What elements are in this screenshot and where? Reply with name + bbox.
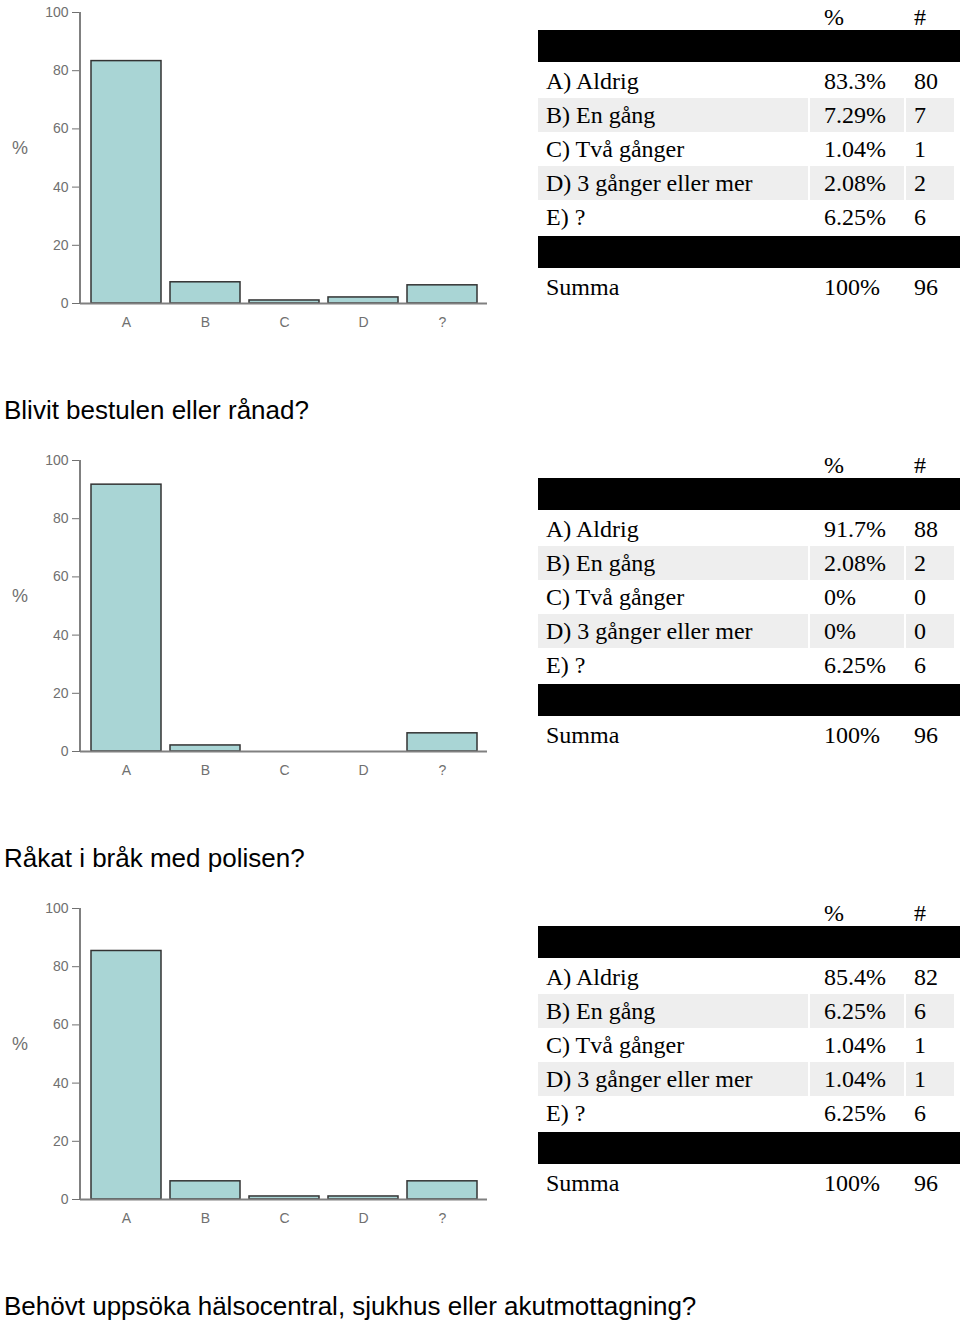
svg-text:20: 20 xyxy=(53,1133,69,1149)
html-text:6.25%: 6.25% xyxy=(824,652,886,678)
html-text:A) Aldrig: A) Aldrig xyxy=(546,516,639,542)
svg-text:A: A xyxy=(122,314,132,330)
html-text:C) Två gånger: C) Två gånger xyxy=(546,1032,685,1058)
svg-text:C: C xyxy=(279,1210,289,1226)
html-text:2: 2 xyxy=(914,170,926,196)
html-text:1: 1 xyxy=(914,1066,926,1092)
html-text:0: 0 xyxy=(914,618,926,644)
svg-text:C: C xyxy=(279,314,289,330)
html-text:1.04%: 1.04% xyxy=(824,1066,886,1092)
html-text:Blivit bestulen eller rånad?: Blivit bestulen eller rånad? xyxy=(4,395,309,425)
html-text:100%: 100% xyxy=(824,722,880,748)
html-text:C) Två gånger: C) Två gånger xyxy=(546,584,685,610)
svg-text:0: 0 xyxy=(61,295,69,311)
html-text:2.08%: 2.08% xyxy=(824,550,886,576)
html-text:0%: 0% xyxy=(824,618,856,644)
html-text:Summa: Summa xyxy=(546,274,620,300)
html-text:D) 3 gånger eller mer: D) 3 gånger eller mer xyxy=(546,618,753,644)
html-text:E) ?: E) ? xyxy=(546,1100,586,1126)
html-text:2: 2 xyxy=(914,550,926,576)
html-text:82: 82 xyxy=(914,964,938,990)
html-text:83.3%: 83.3% xyxy=(824,68,886,94)
svg-text:D: D xyxy=(358,314,368,330)
html-text:C) Två gånger: C) Två gånger xyxy=(546,136,685,162)
html-text:B) En gång: B) En gång xyxy=(546,998,656,1024)
svg-text:80: 80 xyxy=(53,510,69,526)
html-text:88: 88 xyxy=(914,516,938,542)
html-text:85.4%: 85.4% xyxy=(824,964,886,990)
svg-text:100: 100 xyxy=(45,900,69,916)
svg-text:0: 0 xyxy=(61,1191,69,1207)
html-text:96: 96 xyxy=(914,274,938,300)
svg-text:B: B xyxy=(201,1210,210,1226)
html-text:0: 0 xyxy=(914,584,926,610)
html-text:6: 6 xyxy=(914,1100,926,1126)
html-text:B) En gång: B) En gång xyxy=(546,550,656,576)
svg-text:?: ? xyxy=(439,314,447,330)
svg-text:80: 80 xyxy=(53,958,69,974)
html-text:6.25%: 6.25% xyxy=(824,204,886,230)
html-text:1: 1 xyxy=(914,136,926,162)
svg-text:B: B xyxy=(201,762,210,778)
svg-text:C: C xyxy=(279,762,289,778)
html-text:E) ?: E) ? xyxy=(546,204,586,230)
svg-text:40: 40 xyxy=(53,1075,69,1091)
html-text:6: 6 xyxy=(914,204,926,230)
html-text:2.08%: 2.08% xyxy=(824,170,886,196)
svg-text:?: ? xyxy=(439,1210,447,1226)
svg-text:0: 0 xyxy=(61,743,69,759)
html-text:100%: 100% xyxy=(824,1170,880,1196)
html-text:1: 1 xyxy=(914,1032,926,1058)
html-text:Summa: Summa xyxy=(546,722,620,748)
html-text:Råkat i bråk med polisen?: Råkat i bråk med polisen? xyxy=(4,843,305,873)
html-text:96: 96 xyxy=(914,1170,938,1196)
svg-text:100: 100 xyxy=(45,452,69,468)
html-text:1.04%: 1.04% xyxy=(824,1032,886,1058)
html-text:E) ?: E) ? xyxy=(546,652,586,678)
svg-text:B: B xyxy=(201,314,210,330)
html-text:6.25%: 6.25% xyxy=(824,998,886,1024)
html-text:6.25%: 6.25% xyxy=(824,1100,886,1126)
html-text:1.04%: 1.04% xyxy=(824,136,886,162)
html-text:100%: 100% xyxy=(824,274,880,300)
html-text:91.7%: 91.7% xyxy=(824,516,886,542)
svg-text:80: 80 xyxy=(53,62,69,78)
svg-text:20: 20 xyxy=(53,685,69,701)
svg-text:40: 40 xyxy=(53,179,69,195)
svg-text:A: A xyxy=(122,1210,132,1226)
html-text:7.29%: 7.29% xyxy=(824,102,886,128)
html-text:6: 6 xyxy=(914,998,926,1024)
html-text:96: 96 xyxy=(914,722,938,748)
html-text:B) En gång: B) En gång xyxy=(546,102,656,128)
svg-text:40: 40 xyxy=(53,627,69,643)
svg-text:?: ? xyxy=(439,762,447,778)
svg-text:D: D xyxy=(358,762,368,778)
html-text:A) Aldrig: A) Aldrig xyxy=(546,68,639,94)
html-text:D) 3 gånger eller mer: D) 3 gånger eller mer xyxy=(546,1066,753,1092)
svg-text:60: 60 xyxy=(53,568,69,584)
svg-text:D: D xyxy=(358,1210,368,1226)
html-text:A) Aldrig: A) Aldrig xyxy=(546,964,639,990)
html-text:7: 7 xyxy=(914,102,926,128)
html-text:Summa: Summa xyxy=(546,1170,620,1196)
svg-text:20: 20 xyxy=(53,237,69,253)
svg-text:60: 60 xyxy=(53,1016,69,1032)
html-text:D) 3 gånger eller mer: D) 3 gånger eller mer xyxy=(546,170,753,196)
html-text:Behövt uppsöka hälsocentral, s: Behövt uppsöka hälsocentral, sjukhus ell… xyxy=(4,1291,697,1321)
svg-text:A: A xyxy=(122,762,132,778)
html-text:6: 6 xyxy=(914,652,926,678)
html-text:80: 80 xyxy=(914,68,938,94)
svg-text:60: 60 xyxy=(53,120,69,136)
svg-text:100: 100 xyxy=(45,4,69,20)
html-text:0%: 0% xyxy=(824,584,856,610)
